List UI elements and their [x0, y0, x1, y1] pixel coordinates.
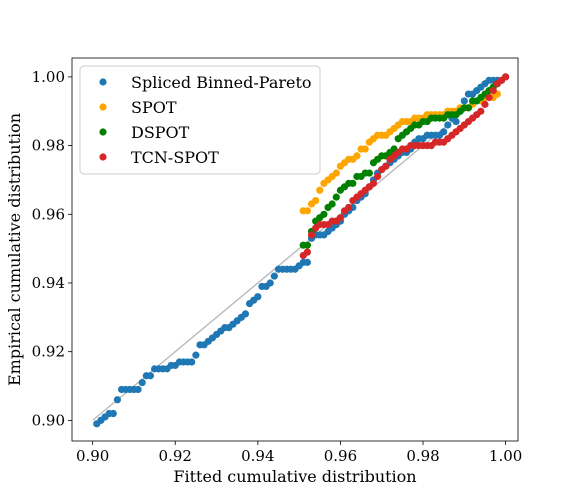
data-point: [138, 379, 146, 387]
y-tick-label: 0.98: [32, 137, 65, 155]
data-point: [361, 145, 369, 153]
legend-marker: [99, 153, 107, 161]
data-point: [369, 179, 378, 187]
data-point: [109, 409, 117, 418]
y-tick-label: 0.94: [32, 274, 65, 292]
data-point: [353, 152, 361, 160]
x-tick-label: 0.90: [76, 447, 109, 465]
data-point: [444, 121, 452, 129]
legend-marker: [99, 78, 107, 86]
data-point: [303, 258, 311, 266]
legend: Spliced Binned-Pareto SPOT DSPOT TCN-SPOT: [79, 65, 321, 175]
data-point: [270, 272, 278, 280]
data-point: [192, 351, 200, 359]
y-tick-label: 0.96: [32, 205, 65, 223]
data-point: [254, 293, 262, 301]
data-point: [502, 73, 510, 81]
data-point: [440, 128, 448, 136]
y-tick-label: 1.00: [32, 68, 65, 86]
y-tick-label: 0.92: [32, 343, 65, 361]
data-point: [328, 200, 336, 208]
data-point: [320, 210, 328, 218]
legend-label: TCN-SPOT: [131, 148, 219, 167]
plot-frame: [71, 57, 519, 442]
data-point: [332, 169, 340, 177]
data-point: [336, 214, 345, 222]
legend-box: [79, 65, 321, 175]
data-point: [489, 87, 497, 95]
series-group: [299, 80, 501, 249]
x-tick-label: 0.92: [159, 447, 192, 465]
x-tick-label: 0.98: [406, 447, 439, 465]
x-tick-label: 0.96: [324, 447, 357, 465]
axes: 0.90 0.92 0.94 0.96 0.98 1.00 0.90 0.92 0.94 0.96…: [32, 68, 523, 465]
y-tick-label: 0.90: [32, 411, 65, 429]
data-point: [460, 97, 468, 105]
data-point: [382, 162, 390, 170]
x-tick-label: 0.94: [241, 447, 274, 465]
data-point: [345, 203, 353, 212]
legend-marker: [99, 103, 107, 111]
data-point: [146, 372, 155, 380]
data-point: [307, 231, 316, 239]
data-point: [303, 241, 311, 249]
data-point: [485, 93, 493, 102]
data-point: [134, 385, 142, 394]
data-point: [332, 193, 340, 201]
legend-label: SPOT: [131, 98, 177, 117]
data-point: [188, 358, 196, 366]
x-tick-label: 1.00: [489, 447, 522, 465]
legend-label: DSPOT: [131, 123, 190, 142]
data-point: [316, 186, 324, 194]
data-point: [113, 396, 122, 404]
legend-marker: [99, 128, 107, 136]
data-point: [481, 100, 489, 108]
plot-area: [92, 73, 510, 428]
data-point: [312, 196, 320, 205]
legend-label: Spliced Binned-Pareto: [131, 73, 312, 92]
data-point: [266, 279, 274, 287]
data-point: [464, 104, 473, 112]
x-axis-label: Fitted cumulative distribution: [173, 467, 416, 486]
data-point: [349, 179, 357, 187]
data-point: [452, 117, 460, 126]
series-group: [299, 73, 510, 260]
data-point: [303, 248, 311, 256]
data-point: [365, 169, 373, 177]
data-point: [477, 107, 485, 115]
y-axis-label: Empirical cumulative distribution: [5, 113, 24, 386]
data-point: [373, 172, 382, 181]
data-point: [241, 310, 250, 318]
data-point: [303, 207, 311, 215]
